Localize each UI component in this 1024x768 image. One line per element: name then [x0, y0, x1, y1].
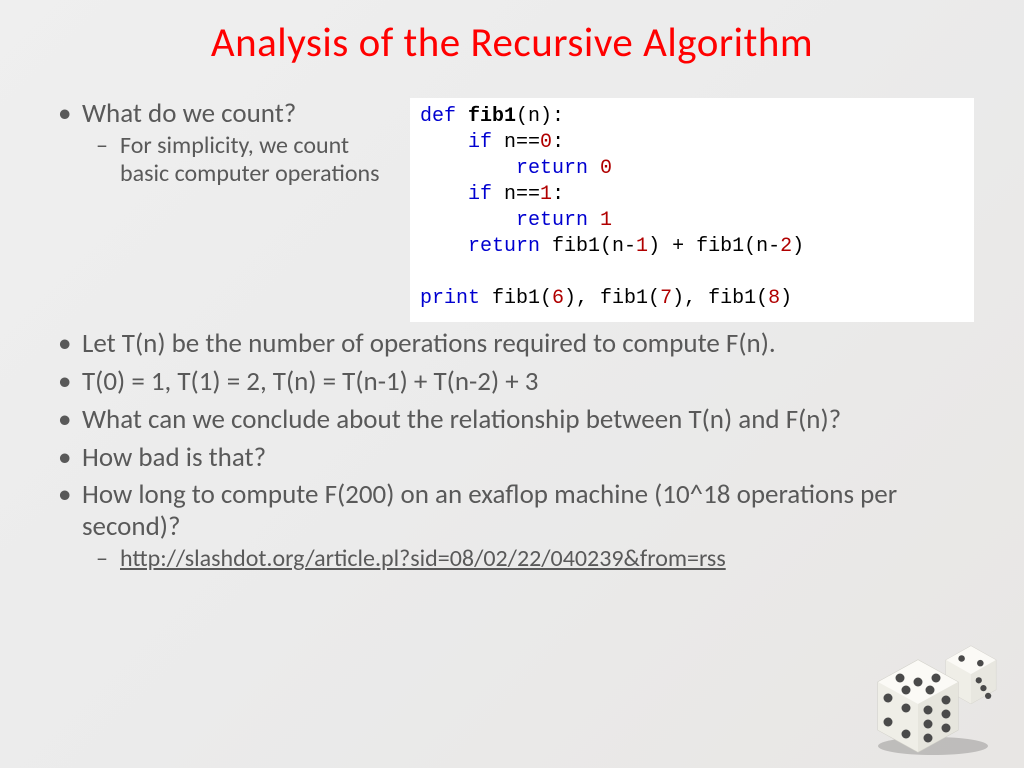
kw-if1: if — [468, 183, 492, 206]
slashdot-link[interactable]: http://slashdot.org/article.pl?sid=08/02… — [120, 544, 726, 573]
top-row: What do we count? For simplicity, we cou… — [50, 98, 974, 322]
bullet-5: How bad is that? — [50, 442, 974, 474]
bullet-1-text: What do we count? — [82, 97, 296, 130]
bullet-1-sub-1: For simplicity, we count basic computer … — [82, 132, 390, 189]
kw-print: print — [420, 287, 480, 310]
bullets-top: What do we count? For simplicity, we cou… — [50, 98, 390, 322]
slide: Analysis of the Recursive Algorithm What… — [0, 0, 1024, 768]
fn-name: fib1 — [468, 105, 516, 128]
bullet-3: T(0) = 1, T(1) = 2, T(n) = T(n-1) + T(n-… — [50, 366, 974, 398]
comma2: ), fib1( — [672, 287, 768, 310]
code-snippet: def fib1(n): if n==0: return 0 if n==1: … — [410, 98, 974, 322]
kw-if0: if — [468, 131, 492, 154]
num-1c: 1 — [636, 235, 648, 258]
dice-icon — [848, 628, 1008, 758]
comma1: ), fib1( — [564, 287, 660, 310]
slide-title: Analysis of the Recursive Algorithm — [50, 18, 974, 68]
close1: ) — [792, 235, 804, 258]
num-0b: 0 — [600, 157, 612, 180]
bullet-6: How long to compute F(200) on an exaflop… — [50, 479, 974, 573]
num-2: 2 — [780, 235, 792, 258]
num-6: 6 — [552, 287, 564, 310]
bullet-4: What can we conclude about the relations… — [50, 404, 974, 436]
bullet-6-sub-1: http://slashdot.org/article.pl?sid=08/02… — [82, 545, 974, 573]
cond1: n== — [492, 183, 540, 206]
kw-ret0: return — [516, 157, 588, 180]
num-8: 8 — [768, 287, 780, 310]
bullet-2: Let T(n) be the number of operations req… — [50, 328, 974, 360]
kw-def: def — [420, 105, 456, 128]
num-7: 7 — [660, 287, 672, 310]
kw-ret2: return — [468, 235, 540, 258]
kw-ret1: return — [516, 209, 588, 232]
bullet-6-text: How long to compute F(200) on an exaflop… — [82, 478, 897, 543]
sig: (n): — [516, 105, 564, 128]
call6a: fib1( — [480, 287, 552, 310]
endp: ) — [780, 287, 792, 310]
cond0: n== — [492, 131, 540, 154]
colon1: : — [552, 183, 564, 206]
bullet-1: What do we count? For simplicity, we cou… — [50, 98, 390, 188]
num-1: 1 — [540, 183, 552, 206]
num-1b: 1 — [600, 209, 612, 232]
num-0: 0 — [540, 131, 552, 154]
retexpr: fib1(n- — [540, 235, 636, 258]
plus: ) + fib1(n- — [648, 235, 780, 258]
colon0: : — [552, 131, 564, 154]
bullets-rest: Let T(n) be the number of operations req… — [50, 328, 974, 573]
